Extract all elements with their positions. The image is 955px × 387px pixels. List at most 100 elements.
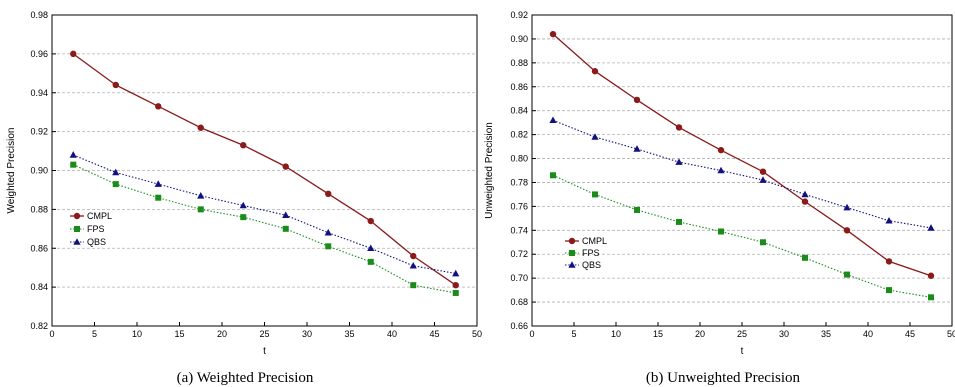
series-line-fps bbox=[552, 174, 932, 298]
y-tick-label: 0.96 bbox=[30, 49, 48, 59]
data-point-qbs bbox=[801, 190, 809, 198]
data-point-fps bbox=[550, 172, 556, 179]
y-tick-label: 0.92 bbox=[30, 127, 48, 137]
legend-marker-cmpl bbox=[73, 212, 81, 220]
series-line-qbs bbox=[73, 154, 456, 275]
x-tick-label: 30 bbox=[779, 329, 789, 339]
data-point-cmpl bbox=[591, 68, 599, 75]
x-tick-label: 20 bbox=[695, 329, 705, 339]
y-axis-label: Unweighted Precision bbox=[484, 122, 495, 219]
x-axis-label: t bbox=[263, 346, 266, 357]
data-point-qbs bbox=[549, 116, 557, 124]
legend-label-qbs: QBS bbox=[87, 237, 106, 247]
y-axis-label: Weighted Precision bbox=[6, 128, 17, 214]
data-point-qbs bbox=[452, 269, 460, 277]
x-tick-label: 5 bbox=[92, 329, 97, 339]
legend-marker-cmpl bbox=[568, 237, 576, 245]
y-tick-label: 0.86 bbox=[510, 82, 528, 92]
data-point-fps bbox=[928, 294, 934, 301]
data-point-cmpl bbox=[717, 146, 725, 154]
y-tick-label: 0.82 bbox=[30, 321, 48, 331]
figure-caption: (b) Unweighted Precision bbox=[646, 370, 801, 386]
x-axis-label: t bbox=[741, 346, 744, 357]
legend-label-cmpl: CMPL bbox=[582, 236, 607, 246]
data-point-cmpl bbox=[885, 258, 893, 265]
figure-caption: (a) Weighted Precision bbox=[177, 370, 314, 386]
x-tick-label: 40 bbox=[387, 329, 397, 339]
legend-label-cmpl: CMPL bbox=[87, 211, 112, 221]
legend-marker-fps bbox=[74, 226, 80, 232]
data-point-fps bbox=[452, 289, 459, 296]
data-point-fps bbox=[282, 225, 289, 232]
x-tick-label: 0 bbox=[49, 329, 54, 339]
data-point-fps bbox=[197, 206, 204, 213]
data-point-fps bbox=[155, 194, 162, 201]
data-point-cmpl bbox=[843, 227, 851, 234]
legend-marker-qbs bbox=[568, 261, 576, 268]
data-point-qbs bbox=[324, 228, 332, 236]
x-tick-label: 10 bbox=[611, 329, 621, 339]
y-tick-label: 0.74 bbox=[510, 225, 528, 235]
data-point-fps bbox=[112, 181, 119, 188]
x-tick-label: 45 bbox=[905, 329, 915, 339]
data-point-cmpl bbox=[927, 272, 935, 279]
data-point-qbs bbox=[633, 145, 641, 152]
data-point-cmpl bbox=[633, 96, 641, 104]
y-tick-label: 0.92 bbox=[510, 10, 528, 20]
data-point-fps bbox=[410, 282, 417, 289]
data-point-fps bbox=[802, 254, 808, 261]
x-tick-label: 50 bbox=[472, 329, 482, 339]
y-tick-label: 0.72 bbox=[510, 249, 528, 259]
data-point-cmpl bbox=[410, 252, 417, 260]
legend-label-qbs: QBS bbox=[582, 260, 601, 270]
data-point-qbs bbox=[112, 168, 120, 176]
data-point-fps bbox=[240, 214, 247, 221]
chart-weighted-precision: 0.82 0.84 0.86 0.88 0.90 0.92 0.94 0.96 0.98 0 5 10… bbox=[6, 10, 482, 386]
data-point-fps bbox=[886, 287, 892, 294]
data-point-cmpl bbox=[675, 124, 683, 131]
data-point-qbs bbox=[591, 133, 599, 140]
series-line-fps bbox=[73, 164, 456, 294]
data-point-qbs bbox=[154, 180, 162, 187]
y-tick-label: 0.66 bbox=[510, 321, 528, 331]
x-tick-label: 40 bbox=[863, 329, 873, 339]
y-tick-label: 0.90 bbox=[30, 166, 48, 176]
legend-label-fps: FPS bbox=[582, 248, 600, 258]
y-tick-label: 0.88 bbox=[510, 58, 528, 68]
plot-frame bbox=[531, 14, 953, 327]
data-point-cmpl bbox=[282, 163, 289, 170]
data-point-qbs bbox=[885, 216, 893, 224]
x-tick-label: 25 bbox=[259, 329, 269, 339]
y-tick-label: 0.86 bbox=[30, 243, 48, 253]
y-tick-label: 0.90 bbox=[510, 34, 528, 44]
data-point-cmpl bbox=[155, 103, 162, 110]
data-point-qbs bbox=[759, 176, 767, 183]
y-tick-label: 0.98 bbox=[30, 10, 48, 20]
data-point-fps bbox=[325, 243, 332, 250]
data-point-cmpl bbox=[70, 50, 77, 58]
data-point-qbs bbox=[675, 158, 683, 165]
y-tick-label: 0.84 bbox=[510, 106, 528, 116]
data-point-fps bbox=[367, 258, 374, 265]
series-line-cmpl bbox=[72, 53, 457, 286]
data-point-fps bbox=[634, 206, 640, 213]
x-tick-label: 45 bbox=[429, 329, 439, 339]
data-point-fps bbox=[70, 161, 77, 168]
legend-label-fps: FPS bbox=[87, 224, 105, 234]
y-tick-label: 0.70 bbox=[510, 273, 528, 283]
y-tick-label: 0.80 bbox=[510, 154, 528, 164]
x-tick-label: 25 bbox=[737, 329, 747, 339]
data-point-qbs bbox=[239, 201, 247, 209]
x-tick-label: 20 bbox=[217, 329, 227, 339]
data-point-fps bbox=[592, 191, 598, 198]
data-point-fps bbox=[760, 239, 766, 246]
data-point-cmpl bbox=[549, 30, 557, 38]
series-line-qbs bbox=[552, 119, 932, 229]
data-point-qbs bbox=[69, 151, 77, 158]
data-point-qbs bbox=[843, 203, 851, 211]
data-point-qbs bbox=[197, 191, 205, 199]
data-point-qbs bbox=[717, 166, 725, 174]
x-tick-label: 0 bbox=[529, 329, 534, 339]
data-point-fps bbox=[844, 271, 850, 278]
data-point-cmpl bbox=[240, 142, 247, 149]
